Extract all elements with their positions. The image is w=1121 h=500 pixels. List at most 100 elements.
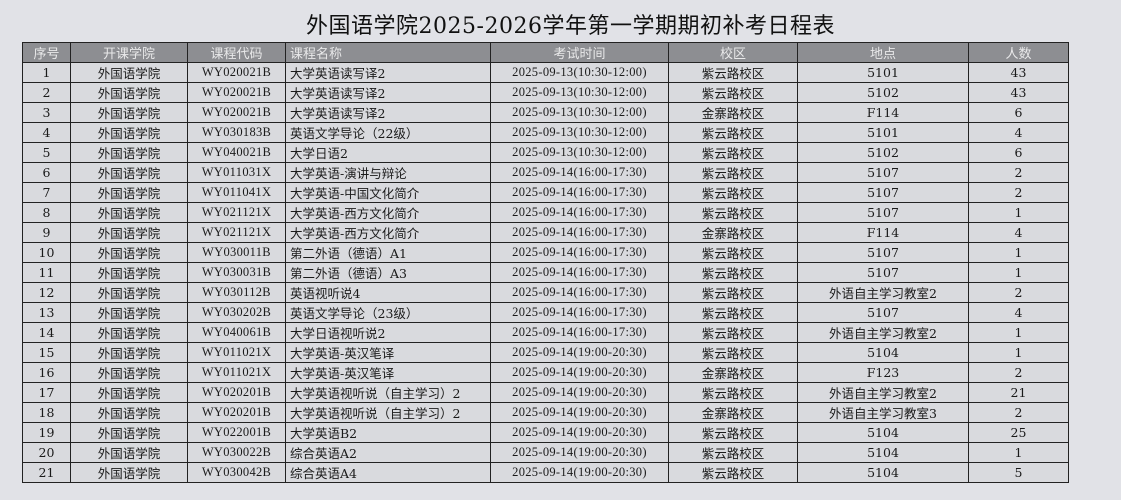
cell-campus: 紫云路校区: [668, 322, 798, 343]
cell-index: 6: [22, 162, 71, 183]
table-row: 4 外国语学院 WY030183B 英语文学导论（22级） 2025-09-13(10:…: [22, 122, 1069, 143]
cell-course-code: WY030011B: [187, 242, 286, 263]
cell-location: 5102: [797, 142, 969, 163]
cell-exam-time: 2025-09-14(16:00-17:30): [490, 322, 669, 343]
cell-index: 4: [22, 122, 71, 143]
table-row: 2 外国语学院 WY020021B 大学英语读写译2 2025-09-13(10:30-…: [22, 82, 1069, 103]
cell-college: 外国语学院: [70, 82, 188, 103]
cell-index: 7: [22, 182, 71, 203]
cell-count: 43: [968, 82, 1069, 103]
header-col-location: 地点: [797, 42, 969, 63]
cell-exam-time: 2025-09-14(19:00-20:30): [490, 422, 669, 443]
cell-course-name: 英语文学导论（22级）: [285, 122, 491, 143]
cell-count: 2: [968, 402, 1069, 423]
cell-location: 5107: [797, 182, 969, 203]
table-row: 5 外国语学院 WY040021B 大学日语2 2025-09-13(10:30-12:…: [22, 142, 1069, 163]
cell-college: 外国语学院: [70, 282, 188, 303]
cell-location: F114: [797, 222, 969, 243]
cell-course-name: 大学英语-中国文化简介: [285, 182, 491, 203]
cell-campus: 紫云路校区: [668, 142, 798, 163]
cell-location: 5101: [797, 122, 969, 143]
cell-course-code: WY020201B: [187, 382, 286, 403]
cell-count: 6: [968, 142, 1069, 163]
cell-course-code: WY030112B: [187, 282, 286, 303]
cell-location: F123: [797, 362, 969, 383]
cell-index: 1: [22, 62, 71, 83]
cell-campus: 紫云路校区: [668, 282, 798, 303]
table-row: 14 外国语学院 WY040061B 大学日语视听说2 2025-09-14(16:00…: [22, 322, 1069, 343]
cell-count: 1: [968, 242, 1069, 263]
table-row: 13 外国语学院 WY030202B 英语文学导论（23级） 2025-09-14(16…: [22, 302, 1069, 323]
cell-college: 外国语学院: [70, 422, 188, 443]
cell-course-name: 第二外语（德语）A3: [285, 262, 491, 283]
cell-course-name: 大学英语读写译2: [285, 62, 491, 83]
cell-college: 外国语学院: [70, 342, 188, 363]
cell-index: 21: [22, 462, 71, 483]
cell-exam-time: 2025-09-14(16:00-17:30): [490, 182, 669, 203]
cell-exam-time: 2025-09-14(19:00-20:30): [490, 462, 669, 483]
cell-exam-time: 2025-09-14(16:00-17:30): [490, 282, 669, 303]
cell-course-code: WY030042B: [187, 462, 286, 483]
cell-index: 2: [22, 82, 71, 103]
header-col-exam-time: 考试时间: [490, 42, 669, 63]
header-col-campus: 校区: [668, 42, 798, 63]
cell-index: 10: [22, 242, 71, 263]
cell-course-code: WY030202B: [187, 302, 286, 323]
table-row: 7 外国语学院 WY011041X 大学英语-中国文化简介 2025-09-14(16:…: [22, 182, 1069, 203]
cell-count: 2: [968, 162, 1069, 183]
cell-campus: 紫云路校区: [668, 242, 798, 263]
table-row: 18 外国语学院 WY020201B 大学英语视听说（自主学习）2 2025-09-14…: [22, 402, 1069, 423]
cell-index: 9: [22, 222, 71, 243]
cell-campus: 紫云路校区: [668, 82, 798, 103]
cell-count: 2: [968, 362, 1069, 383]
cell-count: 4: [968, 302, 1069, 323]
cell-index: 12: [22, 282, 71, 303]
document-title: 外国语学院2025-2026学年第一学期期初补考日程表: [306, 14, 835, 39]
cell-course-name: 大学日语2: [285, 142, 491, 163]
table-row: 1 外国语学院 WY020021B 大学英语读写译2 2025-09-13(10:30-…: [22, 62, 1069, 83]
cell-course-code: WY011041X: [187, 182, 286, 203]
cell-count: 1: [968, 442, 1069, 463]
cell-college: 外国语学院: [70, 142, 188, 163]
table-row: 8 外国语学院 WY021121X 大学英语-西方文化简介 2025-09-14(16:…: [22, 202, 1069, 223]
cell-campus: 紫云路校区: [668, 202, 798, 223]
cell-count: 5: [968, 462, 1069, 483]
cell-index: 5: [22, 142, 71, 163]
cell-count: 25: [968, 422, 1069, 443]
cell-college: 外国语学院: [70, 322, 188, 343]
cell-course-code: WY030031B: [187, 262, 286, 283]
table-row: 12 外国语学院 WY030112B 英语视听说4 2025-09-14(16:00-1…: [22, 282, 1069, 303]
cell-location: 5107: [797, 262, 969, 283]
cell-index: 15: [22, 342, 71, 363]
cell-college: 外国语学院: [70, 262, 188, 283]
cell-exam-time: 2025-09-14(16:00-17:30): [490, 302, 669, 323]
cell-campus: 紫云路校区: [668, 442, 798, 463]
cell-course-name: 大学英语-西方文化简介: [285, 202, 491, 223]
cell-location: 5104: [797, 342, 969, 363]
cell-campus: 紫云路校区: [668, 62, 798, 83]
cell-course-code: WY040061B: [187, 322, 286, 343]
cell-course-code: WY020021B: [187, 82, 286, 103]
cell-campus: 金寨路校区: [668, 362, 798, 383]
table-row: 21 外国语学院 WY030042B 综合英语A4 2025-09-14(19:00-2…: [22, 462, 1069, 483]
cell-college: 外国语学院: [70, 302, 188, 323]
cell-index: 19: [22, 422, 71, 443]
table-row: 6 外国语学院 WY011031X 大学英语-演讲与辩论 2025-09-14(16:0…: [22, 162, 1069, 183]
header-col-index: 序号: [22, 42, 71, 63]
cell-course-code: WY021121X: [187, 202, 286, 223]
cell-course-name: 大学英语-演讲与辩论: [285, 162, 491, 183]
cell-exam-time: 2025-09-14(16:00-17:30): [490, 222, 669, 243]
cell-exam-time: 2025-09-14(16:00-17:30): [490, 202, 669, 223]
cell-course-name: 大学英语视听说（自主学习）2: [285, 382, 491, 403]
cell-college: 外国语学院: [70, 122, 188, 143]
cell-count: 1: [968, 342, 1069, 363]
cell-college: 外国语学院: [70, 162, 188, 183]
cell-college: 外国语学院: [70, 102, 188, 123]
cell-count: 43: [968, 62, 1069, 83]
cell-college: 外国语学院: [70, 202, 188, 223]
cell-course-code: WY030022B: [187, 442, 286, 463]
cell-exam-time: 2025-09-14(16:00-17:30): [490, 262, 669, 283]
cell-count: 21: [968, 382, 1069, 403]
cell-campus: 紫云路校区: [668, 422, 798, 443]
table-row: 20 外国语学院 WY030022B 综合英语A2 2025-09-14(19:00-2…: [22, 442, 1069, 463]
